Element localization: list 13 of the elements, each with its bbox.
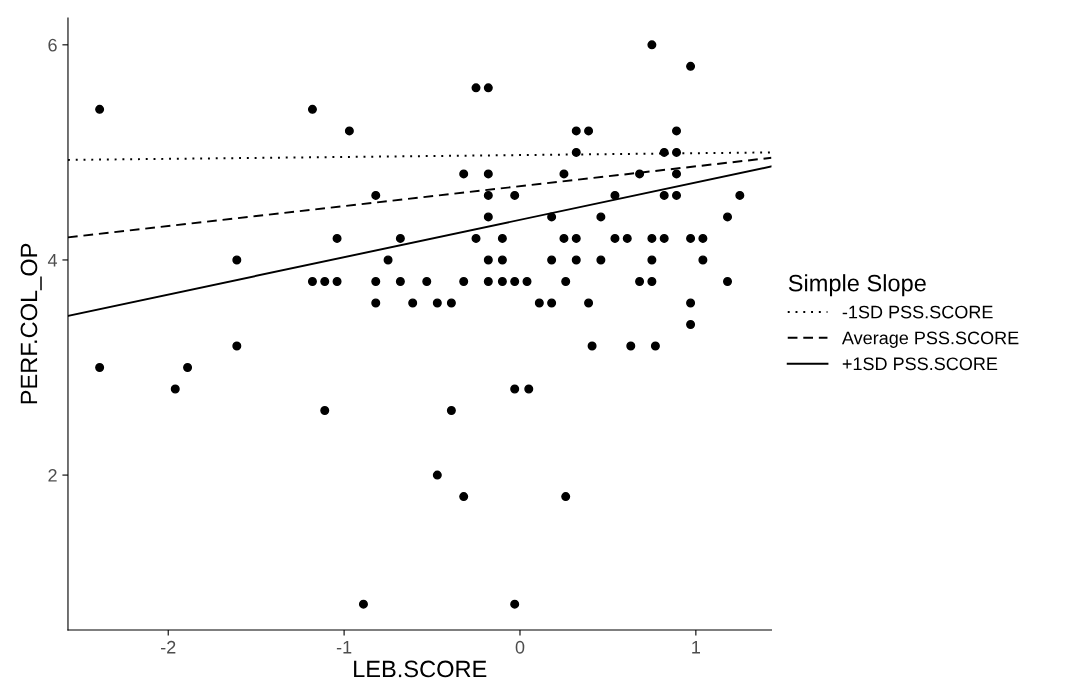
y-tick-label: 2 — [48, 469, 57, 482]
legend-label: -1SD PSS.SCORE — [842, 305, 993, 319]
y-tick-label: 6 — [48, 38, 57, 52]
legend-label: Average PSS.SCORE — [841, 331, 1019, 348]
y-axis-title: PERF.COL_OP — [20, 243, 42, 404]
x-tick-label: -1 — [336, 641, 352, 654]
legend-label: +1SD PSS.SCORE — [842, 357, 998, 371]
x-tick-label: -2 — [161, 640, 176, 654]
x-axis-title: LEB.SCORE — [354, 660, 487, 678]
legend-title: Simple Slope — [788, 274, 926, 297]
y-tick-label: 4 — [47, 254, 58, 267]
x-tick-label: 0 — [515, 640, 525, 654]
x-tick-label: 1 — [692, 641, 700, 654]
